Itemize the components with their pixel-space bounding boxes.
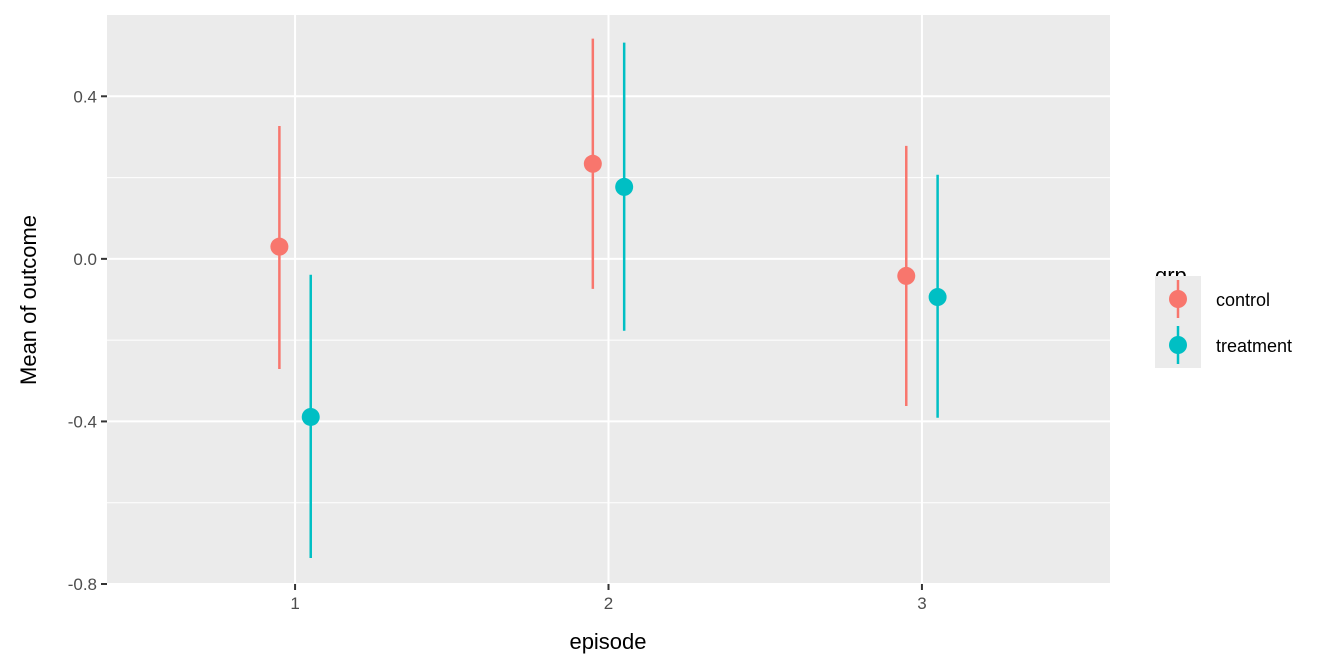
legend-label-control: control: [1216, 290, 1270, 310]
axes: -0.8 -0.4 0.0 0.4 1 2 3: [68, 87, 927, 613]
point-control: [270, 237, 289, 256]
point-treatment: [615, 177, 634, 196]
y-tick-label: 0.0: [73, 250, 97, 269]
gridlines: [107, 15, 1110, 585]
data-marks: [270, 38, 947, 558]
y-tick-label: -0.8: [68, 575, 97, 594]
legend-key-point-treatment: [1169, 336, 1187, 354]
y-tick-label: -0.4: [68, 412, 97, 431]
legend-key-point-control: [1169, 290, 1187, 308]
point-control: [897, 266, 916, 285]
legend-label-treatment: treatment: [1216, 336, 1292, 356]
x-tick-label: 2: [604, 594, 613, 613]
point-treatment: [928, 288, 947, 307]
y-tick-label: 0.4: [73, 87, 97, 106]
point-treatment: [301, 407, 320, 426]
x-tick-label: 3: [917, 594, 926, 613]
x-tick-label: 1: [290, 594, 299, 613]
x-axis-title: episode: [569, 629, 646, 654]
y-axis-title: Mean of outcome: [16, 215, 41, 385]
point-control: [583, 154, 602, 173]
